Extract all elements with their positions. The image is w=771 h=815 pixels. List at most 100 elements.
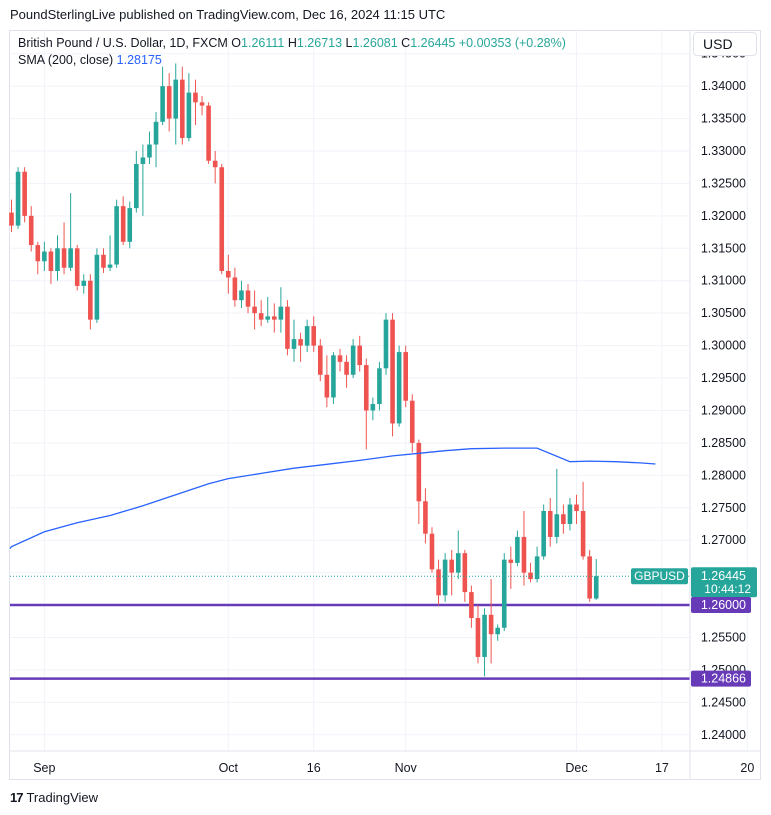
candle (377, 361, 382, 411)
candle (219, 163, 225, 275)
candle (278, 287, 284, 333)
candle (42, 241, 47, 271)
candle (593, 559, 599, 600)
candle-body (547, 511, 553, 537)
candle-body (166, 86, 172, 119)
candle (186, 73, 192, 142)
price-tick-label: 1.28000 (701, 468, 746, 482)
candle (469, 585, 474, 628)
candle (206, 102, 211, 164)
price-tick-label: 1.33000 (701, 144, 746, 158)
candle (193, 79, 198, 126)
candle-body (442, 559, 448, 596)
candle-body (291, 339, 297, 349)
candle (35, 241, 41, 275)
candle-body (455, 553, 461, 573)
candle-body (272, 316, 277, 320)
candle-body (515, 536, 520, 563)
candle-body (561, 514, 566, 524)
candle-body (127, 208, 133, 242)
candle (429, 527, 435, 573)
publish-header: PoundSterlingLive published on TradingVi… (10, 7, 446, 22)
price-tick-label: 1.29000 (701, 403, 746, 417)
level-price-label: 1.24866 (701, 672, 746, 686)
candle-body (9, 212, 14, 226)
candle (173, 63, 179, 145)
candle-body (15, 171, 21, 226)
candle-body (61, 248, 67, 268)
candle (180, 66, 185, 145)
candle (245, 283, 251, 314)
candle-body (416, 442, 422, 502)
grid-lines (10, 31, 748, 751)
candle-body (593, 576, 599, 599)
candle (120, 196, 126, 246)
candle-body (199, 102, 205, 106)
price-tick-label: 1.33500 (701, 112, 746, 126)
candle-body (252, 306, 257, 314)
time-axis: Sep Oct 16 Nov Dec 17 20 (33, 761, 754, 775)
candle (541, 504, 546, 560)
candle-body (160, 86, 165, 122)
candle (265, 296, 271, 323)
candle-body (337, 355, 343, 362)
candle (199, 95, 205, 116)
low-value: 1.26081 (352, 36, 398, 50)
candlesticks (9, 63, 599, 677)
candle (501, 553, 507, 631)
time-tick-label: Nov (395, 761, 418, 775)
high-label: H (287, 36, 297, 50)
candle (495, 624, 500, 641)
price-tick-label: 1.28500 (701, 436, 746, 450)
candle (436, 559, 441, 606)
candle-body (363, 365, 369, 411)
candle (455, 530, 461, 580)
candle-body (311, 326, 317, 346)
candle-body (541, 511, 546, 557)
candle (370, 397, 376, 421)
candle (357, 335, 363, 372)
candle-body (423, 501, 428, 534)
currency-button[interactable]: USD (693, 32, 757, 56)
candle (475, 605, 481, 664)
candle (81, 274, 87, 294)
candle (409, 394, 415, 453)
candle (311, 316, 317, 353)
close-label: C (401, 36, 411, 50)
candle-body (28, 215, 34, 246)
price-tick-label: 1.32000 (701, 209, 746, 223)
candle-body (436, 569, 441, 596)
sma-legend: SMA (200, close) 1.28175 (18, 53, 162, 67)
open-value: 1.26111 (241, 36, 285, 50)
price-tick-label: 1.31500 (701, 241, 746, 255)
candle (134, 151, 139, 213)
time-tick-label: Oct (219, 761, 239, 775)
candle (298, 332, 303, 362)
candle-body (206, 105, 211, 161)
candle-body (377, 368, 382, 404)
candle-body (193, 92, 198, 103)
candle (416, 439, 422, 524)
candle-body (258, 313, 264, 320)
candle-body (508, 559, 514, 563)
candle (291, 319, 297, 362)
candle (107, 235, 113, 271)
price-tick-label: 1.30000 (701, 339, 746, 353)
candle-body (449, 559, 454, 573)
price-tick-label: 1.32500 (701, 176, 746, 190)
candle-body (528, 572, 533, 580)
candle (55, 235, 60, 281)
candle (423, 488, 428, 544)
price-tick-label: 1.27500 (701, 501, 746, 515)
time-tick-label: Sep (33, 761, 55, 775)
candle (272, 303, 277, 333)
price-tick-label: 1.27000 (701, 533, 746, 547)
candle (554, 468, 560, 544)
symbol-tag-label: GBPUSD (634, 569, 685, 583)
candle-body (134, 163, 139, 209)
candle-body (285, 306, 290, 349)
candle-body (153, 121, 159, 145)
candle-body (462, 553, 468, 593)
candle-body (239, 290, 244, 301)
